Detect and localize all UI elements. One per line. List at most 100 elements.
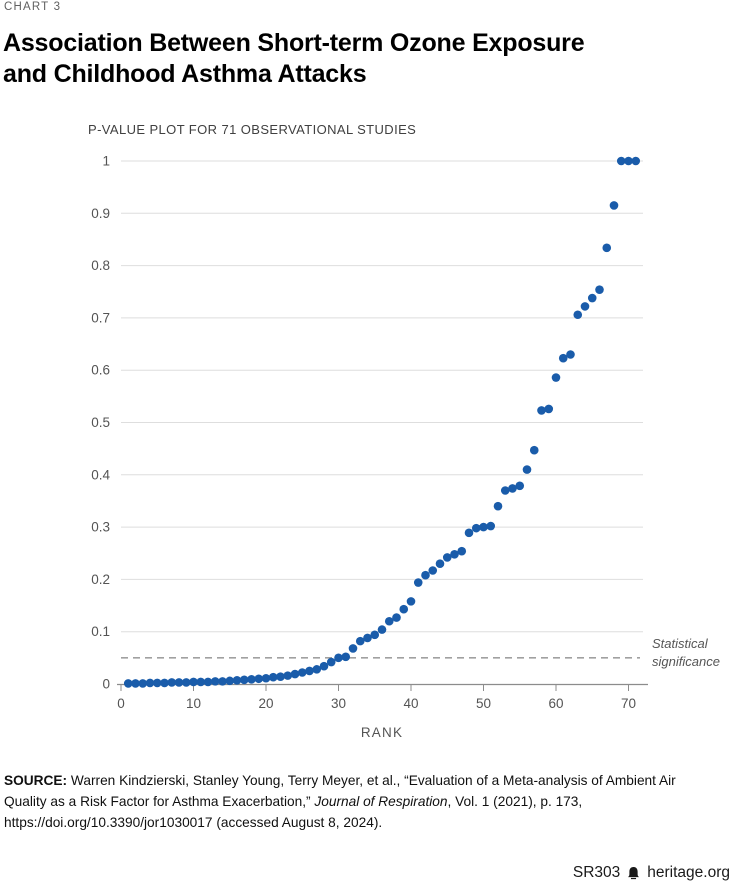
- y-tick-label: 0.3: [91, 520, 110, 535]
- y-tick-label: 0.9: [91, 206, 110, 221]
- source-label: SOURCE:: [4, 773, 68, 788]
- data-point: [123, 679, 133, 688]
- data-point: [247, 674, 256, 684]
- data-point: [609, 201, 619, 210]
- y-tick-label: 0.1: [91, 624, 110, 639]
- data-point: [413, 578, 423, 587]
- data-point: [457, 546, 467, 556]
- data-point: [160, 678, 169, 688]
- data-point: [225, 676, 235, 686]
- y-tick-label: 0.7: [91, 310, 110, 325]
- data-point: [326, 657, 336, 667]
- data-point: [131, 679, 140, 688]
- data-point: [196, 677, 206, 687]
- chart-number-kicker: CHART 3: [4, 1, 62, 13]
- x-tick-label: 30: [331, 696, 346, 711]
- x-tick-label: 40: [403, 696, 418, 711]
- x-axis-title: RANK: [361, 725, 403, 740]
- data-point: [595, 285, 604, 294]
- y-tick-label: 1: [102, 154, 110, 169]
- data-point: [631, 156, 641, 166]
- data-point: [254, 674, 264, 684]
- data-point: [210, 677, 220, 686]
- x-tick-label: 50: [476, 696, 491, 711]
- site-name: heritage.org: [647, 864, 730, 881]
- data-point: [493, 501, 503, 511]
- data-point: [544, 404, 554, 414]
- data-point: [181, 678, 191, 687]
- data-point: [319, 661, 329, 671]
- data-point: [421, 570, 430, 580]
- chart-title-line-2: and Childhood Asthma Attacks: [3, 60, 367, 88]
- data-point: [145, 678, 155, 688]
- data-point: [464, 528, 474, 538]
- data-point: [276, 672, 285, 681]
- source-note: SOURCE: Warren Kindzierski, Stanley Youn…: [4, 770, 716, 833]
- data-point: [616, 156, 626, 166]
- data-point: [363, 633, 372, 643]
- data-point: [537, 406, 546, 415]
- data-point: [239, 675, 249, 685]
- x-tick-label: 0: [117, 696, 125, 711]
- y-tick-label: 0.4: [91, 467, 110, 482]
- data-point: [515, 481, 525, 491]
- data-point: [508, 484, 517, 493]
- x-tick-label: 20: [258, 696, 273, 711]
- y-tick-label: 0.5: [91, 415, 110, 430]
- data-point: [602, 243, 612, 253]
- data-point: [189, 677, 198, 687]
- data-point: [232, 676, 242, 685]
- data-point: [174, 678, 184, 687]
- data-point: [450, 549, 459, 559]
- data-point: [290, 669, 300, 679]
- data-point: [283, 671, 293, 680]
- x-tick-label: 70: [621, 696, 636, 711]
- y-tick-label: 0.2: [91, 572, 110, 587]
- data-point: [392, 613, 401, 622]
- data-point: [261, 673, 271, 683]
- data-point: [522, 465, 532, 474]
- data-point: [406, 597, 416, 606]
- data-point: [551, 373, 561, 382]
- data-point: [334, 653, 343, 663]
- data-point: [529, 445, 539, 455]
- data-point: [442, 553, 452, 562]
- data-point: [500, 486, 510, 495]
- source-text-2: , Vol. 1 (2021), p. 173, https://doi.org…: [4, 794, 583, 830]
- data-point: [428, 566, 438, 575]
- chart-title-line-1: Association Between Short-term Ozone Exp…: [3, 29, 585, 57]
- source-journal-name: Journal of Respiration: [314, 794, 448, 809]
- y-tick-label: 0: [102, 677, 110, 692]
- report-id: SR303: [572, 864, 621, 881]
- data-point: [377, 625, 387, 634]
- data-point: [305, 666, 314, 676]
- data-point: [268, 672, 278, 682]
- y-tick-label: 0.8: [91, 258, 110, 273]
- data-point: [479, 522, 488, 532]
- data-point: [341, 652, 351, 662]
- x-tick-label: 10: [186, 696, 201, 711]
- statistical-significance-annotation: Statistical significance: [652, 636, 720, 669]
- data-point: [471, 523, 481, 533]
- data-point: [558, 353, 568, 363]
- x-tick-label: 60: [548, 696, 563, 711]
- data-point: [355, 636, 365, 646]
- heritage-bell-icon: [628, 866, 640, 879]
- data-point: [624, 156, 633, 166]
- chart-subtitle: P-VALUE PLOT FOR 71 OBSERVATIONAL STUDIE…: [88, 122, 417, 137]
- data-point: [566, 350, 575, 359]
- p-value-scatter-plot: 00.10.20.30.40.50.60.70.80.910 10 20 30 40 50…: [91, 154, 648, 740]
- data-point: [384, 616, 394, 626]
- y-tick-label: 0.6: [91, 363, 110, 378]
- data-point: [348, 644, 358, 653]
- data-point: [580, 302, 590, 311]
- data-point: [587, 293, 597, 303]
- data-point: [312, 665, 322, 674]
- data-point: [152, 678, 162, 688]
- chart-title: Association Between Short-term Ozone Exp…: [3, 28, 585, 90]
- data-point: [218, 677, 227, 686]
- data-point: [486, 521, 496, 531]
- data-point: [399, 604, 409, 614]
- data-point: [370, 630, 380, 640]
